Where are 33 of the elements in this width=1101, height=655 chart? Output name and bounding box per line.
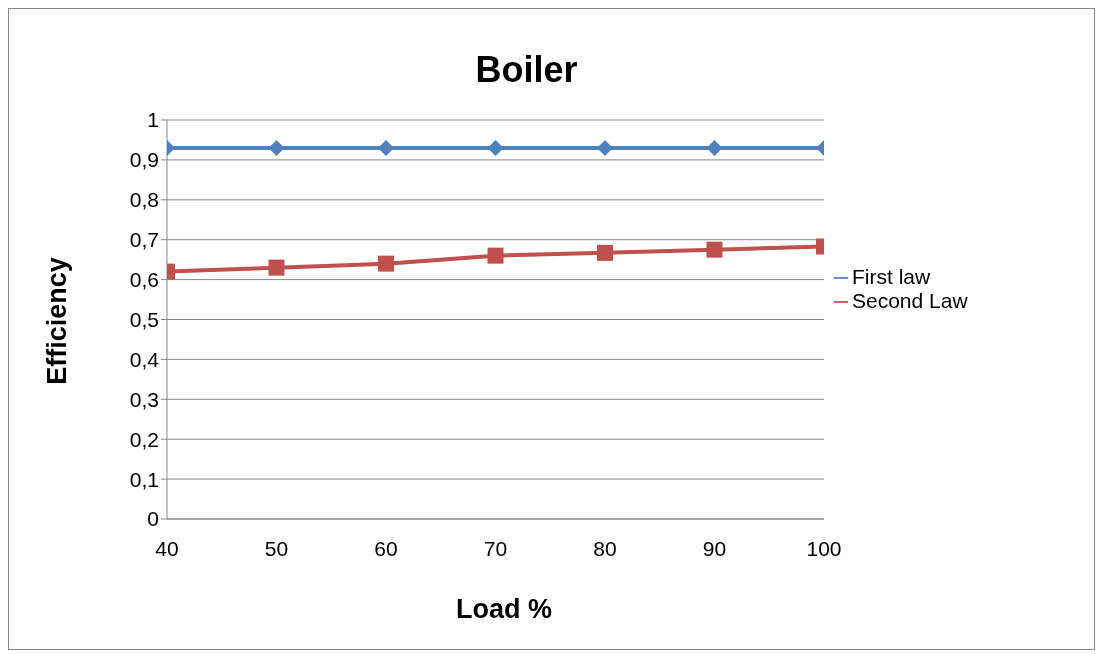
y-tick-label: 0,6 bbox=[129, 268, 159, 292]
x-tick-label: 60 bbox=[374, 536, 398, 560]
point bbox=[597, 244, 613, 261]
y-tick-label: 0,9 bbox=[129, 148, 159, 172]
point bbox=[487, 247, 504, 264]
point bbox=[378, 139, 394, 156]
point bbox=[597, 139, 613, 156]
point bbox=[706, 241, 723, 258]
x-axis-title: Load % bbox=[455, 594, 553, 625]
legend-label: First law bbox=[852, 265, 931, 288]
point bbox=[487, 139, 504, 156]
y-tick-label: 0 bbox=[147, 507, 159, 531]
x-tick-label: 50 bbox=[264, 536, 289, 560]
x-tick-label: 80 bbox=[593, 536, 617, 560]
y-tick-label: 0,4 bbox=[129, 347, 160, 371]
y-tick-label: 1 bbox=[147, 108, 159, 132]
y-axis-title: Efficiency bbox=[41, 257, 73, 385]
legend-label: Second Law bbox=[852, 289, 968, 312]
x-tick-label: 100 bbox=[806, 536, 842, 560]
chart-title: Boiler bbox=[474, 49, 579, 91]
y-tick-label: 0,3 bbox=[129, 387, 159, 411]
x-tick-label: 90 bbox=[702, 536, 727, 560]
y-tick-label: 0,8 bbox=[129, 188, 159, 212]
x-tick-label: 40 bbox=[155, 536, 179, 560]
x-tick-label: 70 bbox=[483, 536, 508, 560]
point bbox=[706, 139, 723, 156]
point bbox=[268, 259, 285, 276]
point bbox=[378, 255, 394, 272]
y-tick-label: 0,5 bbox=[129, 307, 159, 331]
y-tick-label: 0,2 bbox=[129, 427, 159, 451]
y-tick-label: 0,7 bbox=[129, 228, 159, 252]
point bbox=[268, 139, 285, 156]
y-tick-label: 0,1 bbox=[129, 467, 159, 491]
